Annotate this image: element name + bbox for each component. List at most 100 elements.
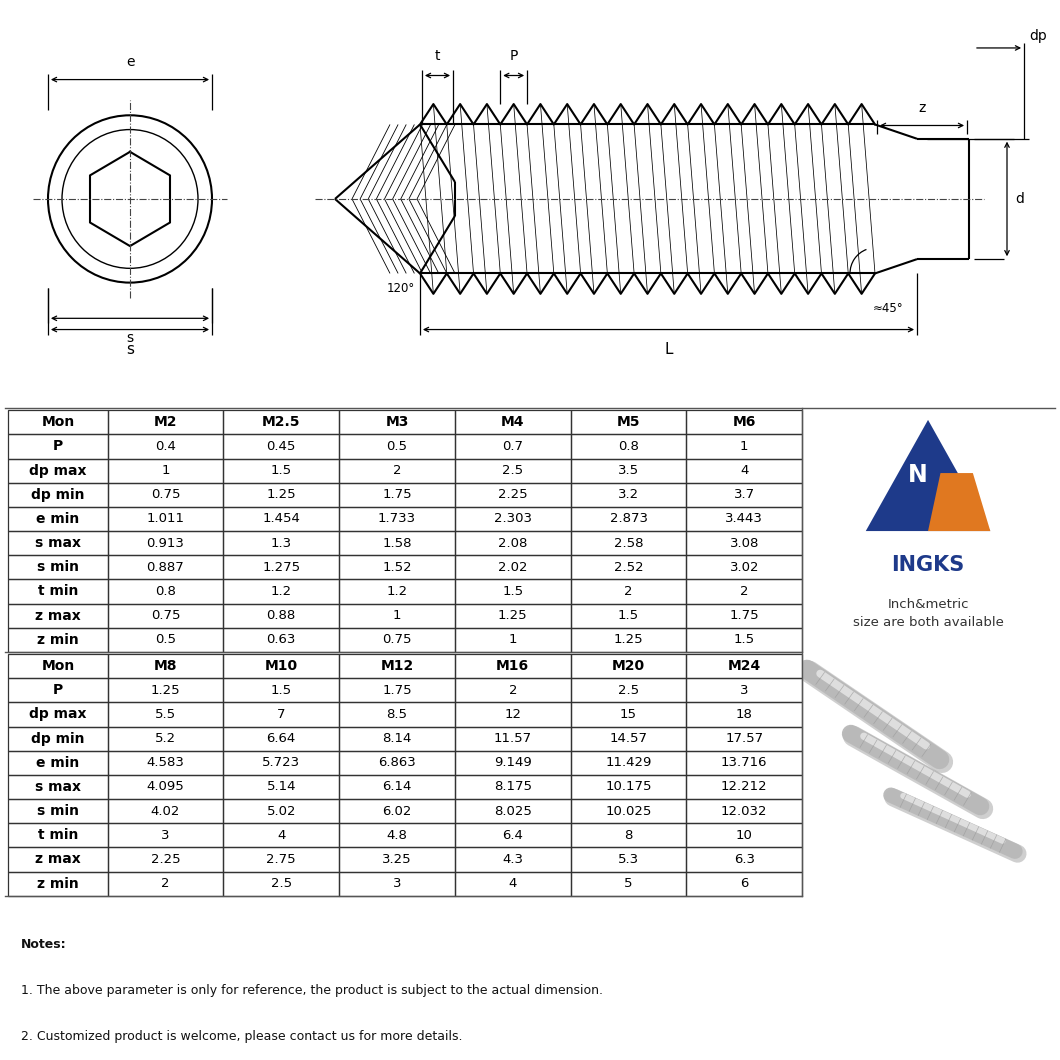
Bar	[108, 555, 224, 580]
Text: t min: t min	[38, 828, 78, 843]
Bar	[8, 482, 108, 507]
Bar	[108, 871, 224, 896]
Text: 4: 4	[740, 464, 748, 477]
Text: M2: M2	[154, 416, 177, 429]
Bar	[108, 410, 224, 435]
Bar	[8, 654, 108, 678]
Text: 1: 1	[161, 464, 170, 477]
Bar	[570, 799, 687, 824]
Text: e min: e min	[36, 756, 80, 770]
Text: 2: 2	[393, 464, 402, 477]
Text: P: P	[510, 49, 518, 64]
Text: 1.5: 1.5	[502, 585, 524, 598]
Bar	[687, 410, 802, 435]
Text: 2.5: 2.5	[618, 684, 639, 696]
Bar	[108, 603, 224, 628]
Text: 2: 2	[509, 684, 517, 696]
Text: 1.75: 1.75	[729, 610, 759, 622]
Bar	[339, 750, 455, 775]
Text: 8: 8	[624, 829, 633, 842]
Bar	[224, 654, 339, 678]
Text: z: z	[918, 102, 925, 116]
Bar	[455, 703, 570, 726]
Bar	[687, 628, 802, 652]
Bar	[687, 555, 802, 580]
Text: 5.2: 5.2	[155, 732, 176, 745]
Bar	[224, 726, 339, 750]
Bar	[108, 435, 224, 459]
Bar	[339, 654, 455, 678]
Bar	[455, 824, 570, 847]
Text: z min: z min	[37, 633, 78, 647]
Text: 4.8: 4.8	[387, 829, 407, 842]
Text: M3: M3	[385, 416, 409, 429]
Text: 6.64: 6.64	[267, 732, 296, 745]
Text: M20: M20	[612, 659, 646, 673]
Text: 12: 12	[505, 708, 522, 721]
Bar	[687, 847, 802, 871]
Text: 6.863: 6.863	[378, 756, 416, 770]
Text: 5.14: 5.14	[266, 780, 296, 794]
Text: 12.032: 12.032	[721, 805, 767, 817]
Text: 1.75: 1.75	[383, 489, 411, 501]
Bar	[224, 603, 339, 628]
Bar	[339, 703, 455, 726]
Bar	[455, 654, 570, 678]
Text: 1.52: 1.52	[383, 561, 411, 573]
Bar	[687, 603, 802, 628]
Bar	[455, 726, 570, 750]
Text: 4.583: 4.583	[146, 756, 184, 770]
Text: 5.3: 5.3	[618, 853, 639, 866]
Text: 0.913: 0.913	[146, 536, 184, 550]
Bar	[224, 871, 339, 896]
Text: 0.4: 0.4	[155, 440, 176, 453]
Bar	[8, 799, 108, 824]
Bar	[339, 628, 455, 652]
Text: P: P	[53, 684, 64, 697]
Bar	[108, 459, 224, 482]
Text: 3.5: 3.5	[618, 464, 639, 477]
Text: 15: 15	[620, 708, 637, 721]
Bar	[570, 847, 687, 871]
Bar	[108, 580, 224, 603]
Bar	[455, 871, 570, 896]
Text: 2.02: 2.02	[498, 561, 528, 573]
Bar	[8, 750, 108, 775]
Text: z max: z max	[35, 852, 81, 866]
Text: 1.2: 1.2	[387, 585, 407, 598]
Bar	[224, 799, 339, 824]
Text: 0.887: 0.887	[146, 561, 184, 573]
Text: 1.75: 1.75	[383, 684, 411, 696]
Text: 5.02: 5.02	[266, 805, 296, 817]
Bar	[455, 628, 570, 652]
Bar	[339, 580, 455, 603]
Text: 3.02: 3.02	[729, 561, 759, 573]
Bar	[570, 775, 687, 799]
Bar	[108, 507, 224, 531]
Text: 4: 4	[277, 829, 285, 842]
Bar	[570, 726, 687, 750]
Text: dp max: dp max	[30, 707, 87, 722]
Text: z max: z max	[35, 608, 81, 622]
Text: 0.88: 0.88	[267, 610, 296, 622]
Text: 2.08: 2.08	[498, 536, 528, 550]
Bar	[687, 580, 802, 603]
Bar	[224, 824, 339, 847]
Text: 1.011: 1.011	[146, 512, 184, 526]
Text: 11.57: 11.57	[494, 732, 532, 745]
Text: 0.5: 0.5	[387, 440, 407, 453]
Text: e min: e min	[36, 512, 80, 526]
Bar	[687, 507, 802, 531]
Text: t min: t min	[38, 584, 78, 599]
Text: M5: M5	[617, 416, 640, 429]
Bar	[687, 459, 802, 482]
Text: 3: 3	[393, 877, 402, 890]
Text: 0.75: 0.75	[151, 489, 180, 501]
Text: 17.57: 17.57	[725, 732, 763, 745]
Bar	[224, 507, 339, 531]
Bar	[108, 799, 224, 824]
Text: INGKS: INGKS	[891, 554, 965, 575]
Bar	[224, 531, 339, 555]
Text: 4.02: 4.02	[151, 805, 180, 817]
Text: d: d	[1015, 192, 1024, 206]
